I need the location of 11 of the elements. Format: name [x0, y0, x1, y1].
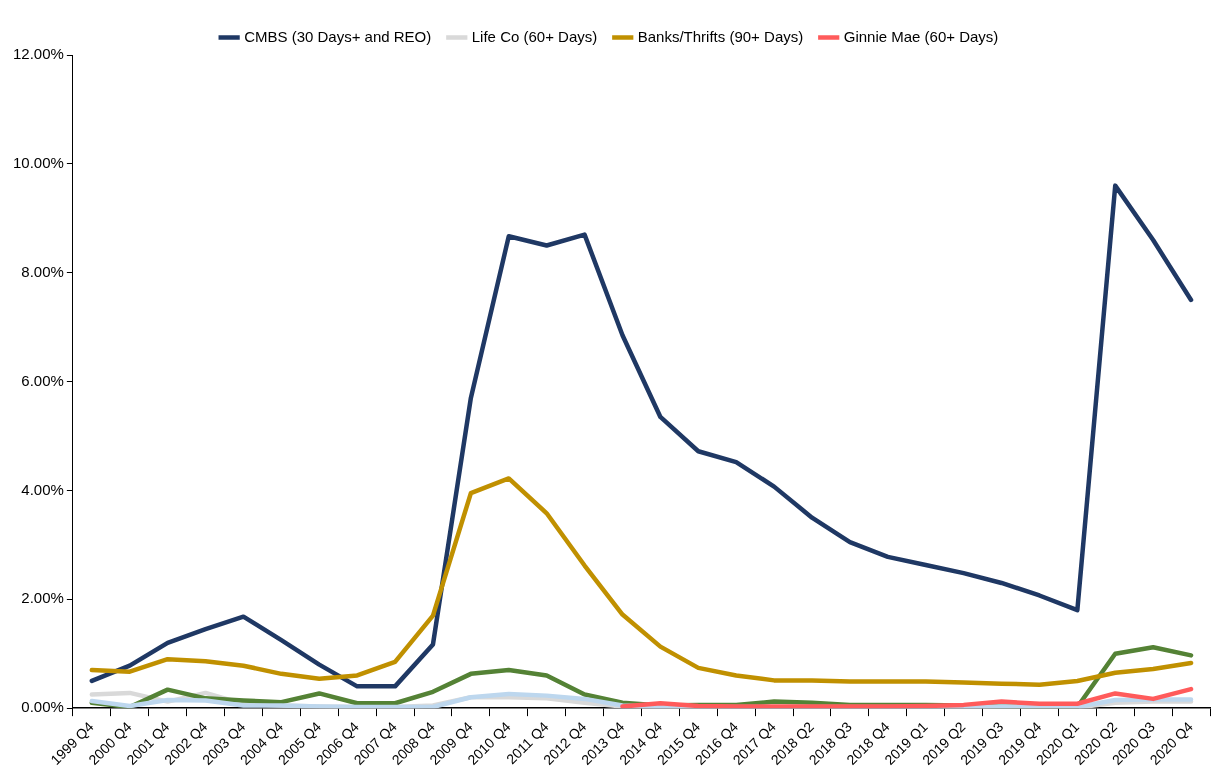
y-tick-label: 6.00% [21, 371, 64, 389]
y-tick-label: 2.00% [21, 589, 64, 607]
y-tick-label: 10.00% [13, 154, 64, 171]
y-tick-label: 8.00% [21, 262, 64, 280]
y-tick-label: 12.00% [13, 45, 64, 63]
y-tick-label: 4.00% [21, 480, 64, 498]
y-tick-label: 0.00% [21, 698, 64, 716]
legend-label: CMBS (30 Days+ and REO) [244, 27, 432, 45]
legend-label: Life Co (60+ Days) [471, 27, 598, 45]
legend-label: Banks/Thrifts (90+ Days) [637, 27, 804, 45]
legend-label: Ginnie Mae (60+ Days) [843, 27, 999, 45]
